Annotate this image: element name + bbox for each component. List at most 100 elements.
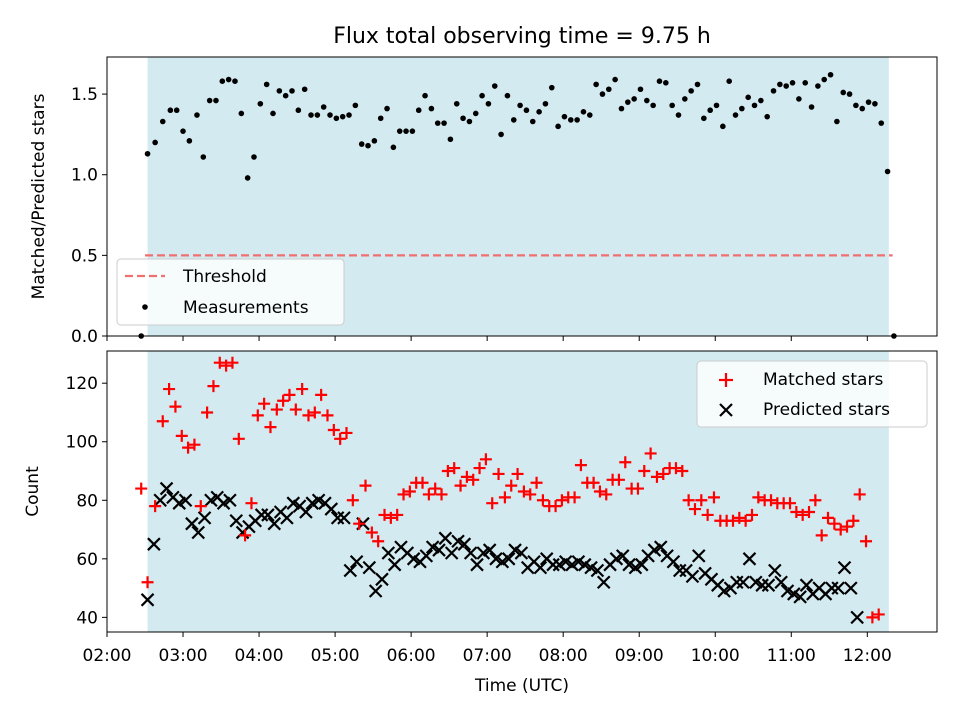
- matched-star-point: [860, 535, 873, 548]
- predicted-star-point: [368, 584, 383, 598]
- predicted-star-point: [546, 557, 560, 572]
- matched-star-point: [156, 415, 169, 428]
- measurement-point: [720, 123, 726, 130]
- matched-star-point: [188, 438, 201, 451]
- predicted-star-point: [831, 581, 845, 595]
- bottom-legend-box: [696, 360, 928, 428]
- matched-star-point: [524, 488, 537, 501]
- measurement-point: [758, 97, 764, 104]
- predicted-star-point: [850, 610, 864, 625]
- measurement-point: [618, 105, 625, 112]
- predicted-star-point: [742, 552, 757, 566]
- measurement-point: [346, 112, 352, 118]
- measurement-point: [186, 138, 193, 144]
- measurement-point: [200, 154, 207, 160]
- matched-star-point: [239, 529, 252, 542]
- top-x-ticks: [106, 336, 868, 341]
- measurement-point: [167, 107, 174, 114]
- matched-star-point: [270, 403, 283, 416]
- predicted-star-point: [457, 537, 472, 551]
- measurement-point: [194, 112, 200, 118]
- top-y-ticks: 0.0 0.5 1.0 1.5: [71, 85, 107, 347]
- measurement-point: [701, 115, 707, 122]
- predicted-star-point: [159, 481, 174, 496]
- measurement-point: [365, 142, 371, 149]
- matched-star-point: [232, 432, 245, 445]
- matched-star-point: [422, 488, 435, 501]
- measurement-point: [415, 107, 422, 114]
- measurement-point: [282, 92, 289, 99]
- matched-star-point: [403, 485, 416, 498]
- measurement-point: [447, 136, 454, 143]
- matched-star-point: [555, 494, 568, 507]
- predicted-star-point: [261, 508, 275, 522]
- predicted-star-point: [755, 578, 769, 592]
- predicted-star-point: [444, 546, 459, 560]
- matched-star-point: [141, 576, 154, 589]
- measurement-point: [694, 81, 701, 88]
- predicted-stars-points: [140, 481, 864, 625]
- x-tick-label: 04:00: [235, 646, 284, 666]
- predicted-star-point: [653, 540, 668, 554]
- measurement-point: [244, 175, 251, 181]
- matched-star-point: [296, 383, 309, 396]
- matched-star-point: [834, 523, 847, 536]
- matched-star-point: [701, 508, 714, 521]
- measurement-point: [232, 78, 238, 84]
- measurement-point: [846, 91, 853, 97]
- measurement-point: [498, 131, 504, 138]
- predicted-star-point: [774, 575, 788, 590]
- measurement-point: [789, 80, 796, 86]
- matched-star-point: [175, 429, 188, 442]
- measurement-point: [726, 78, 732, 84]
- predicted-star-point: [691, 549, 706, 563]
- matched-star-point: [283, 388, 296, 401]
- matched-star-point: [784, 497, 797, 510]
- bottom-legend: Matched stars Predicted stars: [696, 360, 928, 428]
- y-tick-label: 100: [66, 433, 98, 453]
- measurement-point: [504, 92, 511, 99]
- matched-star-point: [135, 482, 148, 495]
- predicted-star-point: [254, 508, 269, 522]
- predicted-star-point: [666, 554, 681, 569]
- measurement-point: [213, 97, 219, 104]
- matched-star-point: [169, 400, 182, 413]
- matched-star-point: [745, 508, 758, 521]
- matched-star-point: [657, 467, 670, 480]
- measurement-point: [650, 102, 656, 109]
- measurement-point: [327, 112, 333, 118]
- measurement-point: [599, 91, 606, 97]
- predicted-star-point: [768, 563, 782, 578]
- matched-stars-points: [135, 356, 885, 624]
- matched-star-point: [631, 482, 644, 495]
- matched-star-point: [321, 409, 334, 422]
- predicted-star-point: [178, 493, 193, 508]
- measurement-point: [872, 100, 878, 107]
- y-tick-label: 120: [66, 374, 98, 394]
- matched-star-point: [302, 409, 315, 422]
- measurement-point: [434, 120, 441, 126]
- measurement-point: [377, 115, 384, 122]
- matched-star-point: [258, 397, 271, 410]
- y-tick-label: 1.0: [71, 166, 98, 186]
- measurement-point: [707, 107, 713, 114]
- predicted-star-point: [185, 516, 199, 531]
- matched-star-point: [397, 488, 410, 501]
- matched-star-point: [796, 508, 809, 521]
- matched-star-point: [207, 380, 220, 393]
- x-axis-label: Time (UTC): [474, 676, 569, 696]
- bottom-panel: 40 60 80 100 120 02:00 03:00 04:00 05:00 06:00 07…: [23, 350, 938, 696]
- measurement-point: [510, 117, 517, 123]
- matched-star-point: [803, 505, 816, 518]
- matched-star-point: [182, 441, 195, 454]
- measurement-point: [339, 113, 346, 120]
- top-panel: 0.0 0.5 1.0 1.5 Matched/Predicted stars Thr…: [29, 56, 938, 347]
- measurement-point: [574, 117, 580, 123]
- measurement-point: [251, 154, 257, 160]
- matched-star-point: [264, 421, 277, 434]
- matched-star-point: [587, 476, 600, 489]
- measurement-point: [593, 81, 599, 88]
- measurement-point: [853, 102, 859, 109]
- measurement-point: [644, 97, 650, 104]
- x-tick-label: 10:00: [691, 646, 740, 666]
